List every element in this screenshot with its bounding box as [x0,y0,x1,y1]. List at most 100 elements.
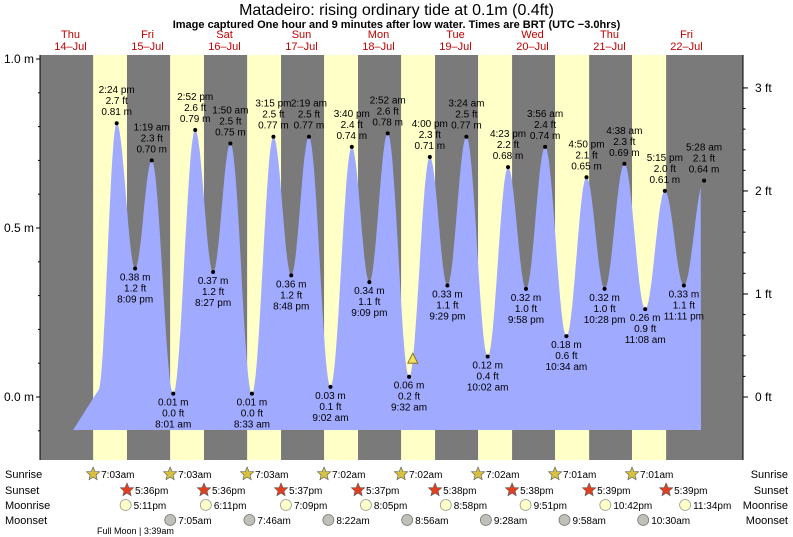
extreme-point [464,134,469,139]
extreme-ft-label: 2.7 ft [106,96,128,107]
row-label-right: Moonrise [743,500,788,512]
moonset-time: 9:58am [572,516,605,527]
extreme-ft-label: 0.9 ft [634,324,656,335]
extreme-m-label: 0.75 m [215,128,246,139]
sunrise-star-icon [239,466,255,481]
extreme-point [427,155,432,160]
extreme-point [349,144,354,149]
extreme-time-label: 4:23 pm [490,129,526,140]
row-label-left: Sunset [5,485,39,497]
extreme-marks: 2:24 pm2.7 ft0.81 m0.38 m1.2 ft8:09 pm1:… [99,85,722,430]
extreme-ft-label: 2.6 ft [377,106,399,117]
extreme-point [171,391,176,396]
extreme-m-label: 0.78 m [372,117,403,128]
sunrise-star-icon [316,466,332,481]
moonset-moon-icon [479,514,492,526]
moonset-moon-icon [243,514,256,526]
sunset-time: 5:37pm [289,486,322,497]
sunset-star-icon [581,482,597,497]
sunrise-star-icon [393,466,409,481]
extreme-m-label: 0.26 m [630,313,661,324]
moonrise-moon-icon [280,499,292,511]
extreme-time-label: 9:02 am [312,413,348,424]
extreme-time-label: 9:09 pm [351,308,387,319]
extreme-point [149,158,154,163]
moonrise-time: 7:09pm [294,501,327,512]
extreme-time-label: 11:11 pm [664,311,704,322]
right-axis-tick-label: 0 ft [755,390,772,404]
moonrise-time: 9:51pm [534,501,567,512]
extreme-point [662,188,667,193]
sunrise-time: 7:02am [332,470,365,481]
extreme-m-label: 0.81 m [101,107,132,118]
extreme-m-label: 0.65 m [571,161,602,172]
extreme-point [622,161,627,166]
sunset-time: 5:36pm [135,486,168,497]
row-label-right: Sunset [754,485,788,497]
day-of-week-label: Fri [680,29,693,41]
moonset-time: 7:46am [257,516,290,527]
extreme-m-label: 0.79 m [180,114,211,125]
day-of-week-label: Thu [61,29,80,41]
extreme-m-label: 0.71 m [415,141,446,152]
extreme-m-label: 0.33 m [669,289,700,300]
extreme-ft-label: 2.2 ft [497,140,519,151]
extreme-time-label: 11:08 am [625,335,666,346]
extreme-point [543,144,548,149]
extreme-time-label: 10:02 am [467,382,509,393]
date-label: 21–Jul [593,41,625,53]
extreme-ft-label: 2.3 ft [141,133,163,144]
sunrise-time: 7:01am [563,470,596,481]
extreme-ft-label: 1.1 ft [358,297,380,308]
day-of-week-label: Wed [521,29,543,41]
extreme-m-label: 0.77 m [294,121,325,132]
day-of-week-label: Mon [368,29,389,41]
moonrise-time: 8:58pm [454,501,487,512]
extreme-point [445,283,450,288]
extreme-time-label: 5:28 am [686,143,722,154]
extreme-point [133,266,138,271]
extreme-m-label: 0.77 m [451,121,482,132]
current-tide-marker [407,352,419,364]
extreme-point [602,286,607,291]
extreme-point [306,134,311,139]
extreme-time-label: 9:58 pm [508,315,544,326]
extreme-m-label: 0.36 m [276,279,307,290]
left-axis-tick-label: 1.0 m [4,52,34,66]
right-axis-tick-label: 3 ft [755,81,772,95]
moonset-time: 7:05am [178,516,211,527]
sunrise-star-icon [547,466,563,481]
extreme-time-label: 4:50 pm [568,139,604,150]
moonrise-time: 5:11pm [134,501,167,512]
extreme-ft-label: 0.4 ft [477,371,499,382]
row-label-left: Sunrise [5,469,42,481]
moonrise-moon-icon [360,499,372,511]
extreme-ft-label: 0.0 ft [241,409,263,420]
extreme-m-label: 0.34 m [354,286,385,297]
date-label: 22–Jul [670,41,702,53]
full-moon-note: Full Moon | 3:39am [97,526,174,536]
astronomy-rows: Sunrise Sunrise Sunset Sunset Moonrise Moonri… [5,466,788,536]
date-label: 14–Jul [54,41,86,53]
right-axis-tick-label: 2 ft [755,184,772,198]
sunset-star-icon [504,482,520,497]
extreme-point [702,178,707,183]
extreme-ft-label: 0.1 ft [319,402,341,413]
sunset-time: 5:38pm [520,486,553,497]
extreme-ft-label: 2.1 ft [693,154,715,165]
moonset-time: 8:22am [336,516,369,527]
extreme-point [211,269,216,274]
extreme-time-label: 8:48 pm [273,301,309,312]
left-axis-tick-label: 0.0 m [4,390,34,404]
extreme-ft-label: 2.3 ft [613,137,635,148]
extreme-point [564,334,569,339]
extreme-time-label: 3:24 am [448,99,484,110]
extreme-point [407,374,412,379]
extreme-time-label: 3:40 pm [334,109,370,120]
extreme-ft-label: 0.2 ft [398,392,420,403]
date-label: 19–Jul [439,41,471,53]
date-label: 16–Jul [208,41,240,53]
extreme-point [228,141,233,146]
extreme-ft-label: 2.0 ft [654,164,676,175]
tide-curve [73,123,702,430]
